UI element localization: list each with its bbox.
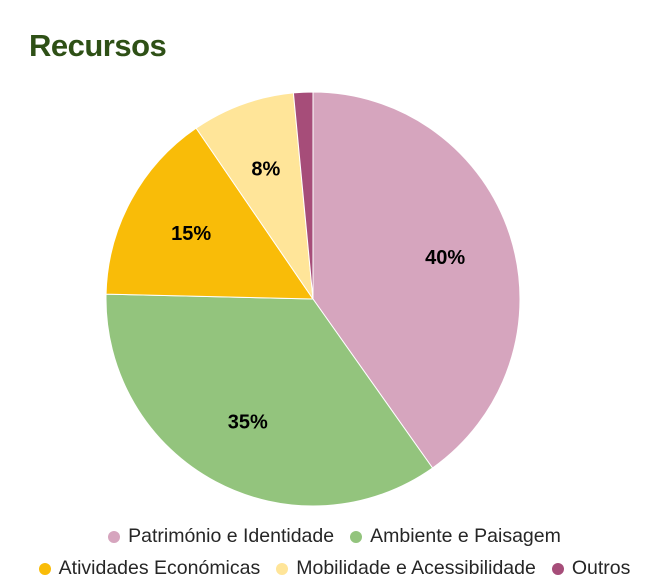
pie-slice-2: [105, 127, 314, 300]
legend-swatch-outros: [551, 562, 564, 575]
data-label-3: 8%: [251, 159, 280, 181]
legend-item-atividades: Atividades Económicas: [38, 557, 261, 580]
legend-label-mobilidade: Mobilidade e Acessibilidade: [296, 557, 536, 579]
legend-label-patrimonio: Património e Identidade: [128, 525, 335, 547]
legend-swatch-atividades: [38, 562, 51, 575]
legend-row-2: Atividades Económicas Mobilidade e Acess…: [0, 557, 669, 580]
legend-swatch-mobilidade: [276, 562, 289, 575]
data-label-1: 35%: [228, 411, 268, 433]
legend-label-ambiente: Ambiente e Paisagem: [370, 525, 561, 547]
legend-label-outros: Outros: [571, 557, 631, 579]
legend-row-1: Património e Identidade Ambiente e Paisa…: [0, 525, 669, 548]
legend-item-outros: Outros: [551, 557, 631, 580]
pie-slice-0: [312, 91, 521, 469]
legend-swatch-ambiente: [350, 530, 363, 543]
pie-slice-4: [292, 91, 314, 300]
legend-label-atividades: Atividades Económicas: [58, 557, 261, 579]
legend-item-mobilidade: Mobilidade e Acessibilidade: [276, 557, 536, 580]
chart-title: Recursos: [29, 28, 167, 63]
pie-slice-3: [195, 92, 314, 300]
data-label-0: 40%: [425, 247, 465, 269]
pie-slice-1: [105, 293, 434, 507]
legend-item-patrimonio: Património e Identidade: [108, 525, 334, 548]
data-label-2: 15%: [171, 223, 211, 245]
legend-swatch-patrimonio: [108, 530, 121, 543]
legend-item-ambiente: Ambiente e Paisagem: [350, 525, 561, 548]
